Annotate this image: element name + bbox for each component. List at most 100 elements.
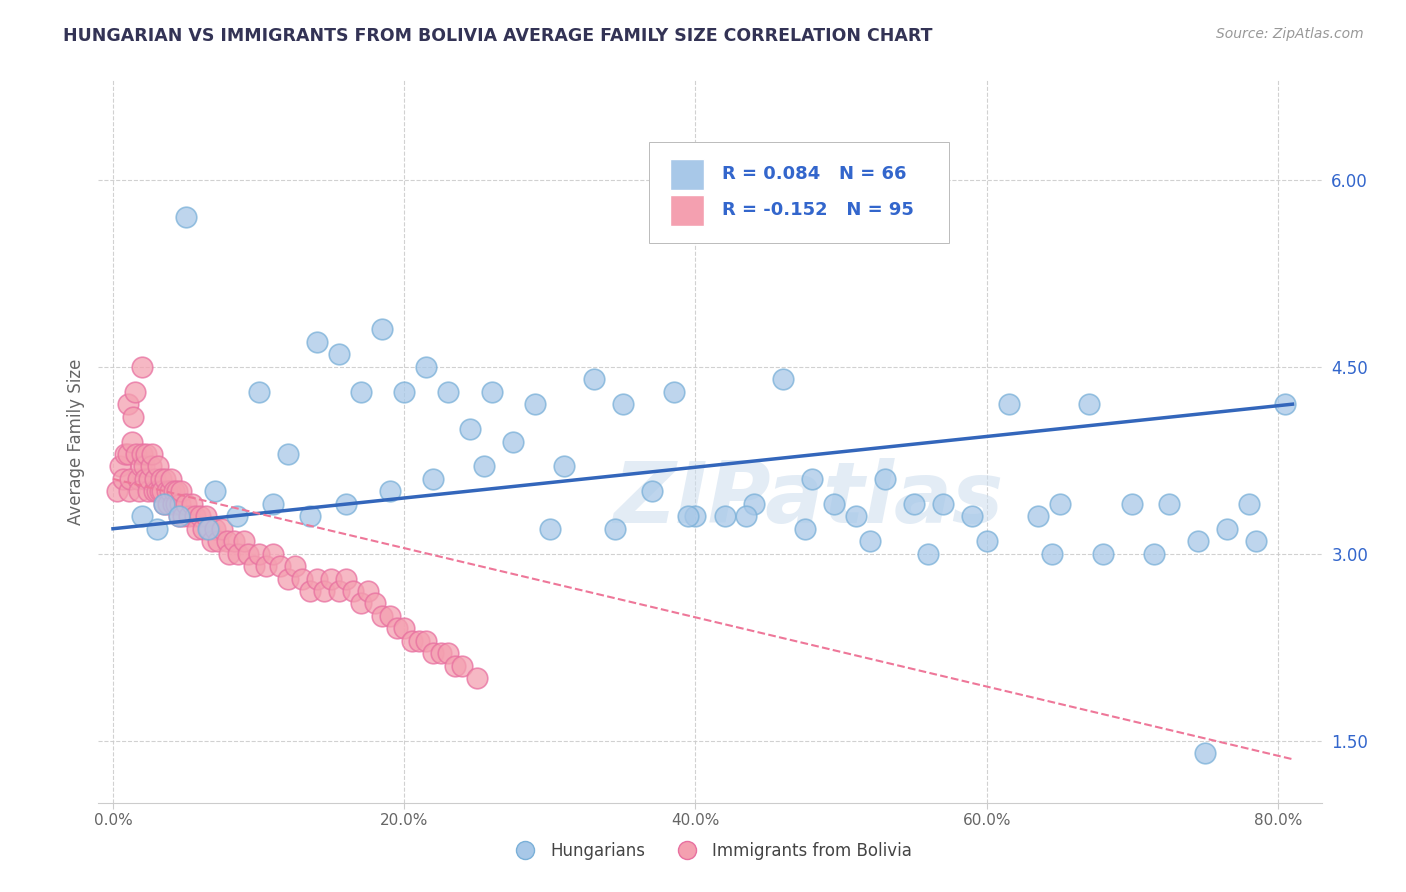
Point [291, 572, 314, 586]
Point [125, 447, 148, 461]
Point [155, 472, 177, 486]
Point [321, 572, 343, 586]
Point [378, 484, 401, 499]
Point [298, 584, 321, 599]
Point [277, 572, 299, 586]
Point [1237, 497, 1260, 511]
Point [204, 522, 226, 536]
Point [997, 397, 1019, 411]
Point [605, 522, 627, 536]
Point [305, 334, 328, 349]
Point [121, 434, 143, 449]
Point [141, 447, 163, 461]
Point [1077, 397, 1099, 411]
Point [1049, 497, 1071, 511]
Text: ZIPatlas: ZIPatlas [613, 458, 1002, 541]
Point [153, 497, 176, 511]
Point [612, 397, 634, 411]
Point [145, 484, 167, 499]
Point [131, 447, 153, 461]
Point [284, 559, 307, 574]
Point [207, 534, 229, 549]
Point [401, 633, 423, 648]
Point [524, 397, 547, 411]
Point [167, 509, 190, 524]
Point [153, 497, 176, 511]
Point [143, 472, 166, 486]
Point [437, 646, 460, 660]
Point [277, 447, 299, 461]
Point [167, 509, 190, 524]
Point [444, 658, 467, 673]
Point [305, 572, 328, 586]
Point [1244, 534, 1267, 549]
Point [1143, 547, 1166, 561]
Point [364, 597, 387, 611]
Point [149, 484, 172, 499]
Point [481, 384, 503, 399]
Y-axis label: Average Family Size: Average Family Size [66, 359, 84, 524]
Point [472, 459, 495, 474]
Point [177, 509, 200, 524]
Point [201, 534, 224, 549]
Point [142, 484, 165, 499]
Text: Source: ZipAtlas.com: Source: ZipAtlas.com [1216, 27, 1364, 41]
Point [932, 497, 955, 511]
Point [193, 522, 215, 536]
Point [385, 621, 408, 635]
Point [183, 509, 205, 524]
Point [845, 509, 868, 524]
Point [960, 509, 983, 524]
Point [174, 211, 197, 225]
Point [1092, 547, 1115, 561]
Point [314, 584, 336, 599]
Point [150, 472, 173, 486]
Point [1026, 509, 1049, 524]
Point [110, 459, 132, 474]
Point [186, 522, 208, 536]
Point [713, 509, 735, 524]
Point [174, 497, 197, 511]
Point [378, 609, 401, 624]
Point [222, 534, 245, 549]
Point [197, 522, 219, 536]
Point [903, 497, 925, 511]
Point [129, 459, 152, 474]
Point [335, 572, 357, 586]
Point [128, 484, 150, 499]
Point [349, 384, 371, 399]
Point [114, 447, 136, 461]
Text: HUNGARIAN VS IMMIGRANTS FROM BOLIVIA AVERAGE FAMILY SIZE CORRELATION CHART: HUNGARIAN VS IMMIGRANTS FROM BOLIVIA AVE… [63, 27, 932, 45]
Text: R = 0.084   N = 66: R = 0.084 N = 66 [723, 165, 907, 183]
Point [685, 509, 707, 524]
Point [215, 534, 238, 549]
Point [195, 509, 218, 524]
FancyBboxPatch shape [648, 142, 949, 243]
Point [502, 434, 524, 449]
Point [1121, 497, 1143, 511]
Point [226, 547, 249, 561]
Point [247, 384, 270, 399]
Point [243, 559, 266, 574]
Point [1040, 547, 1063, 561]
Point [163, 484, 186, 499]
Point [211, 522, 233, 536]
Point [538, 522, 561, 536]
Point [582, 372, 605, 386]
Point [262, 547, 284, 561]
Point [1187, 534, 1209, 549]
Point [408, 633, 430, 648]
Point [371, 609, 394, 624]
Point [159, 484, 181, 499]
Legend: Hungarians, Immigrants from Bolivia: Hungarians, Immigrants from Bolivia [502, 836, 918, 867]
Point [1157, 497, 1180, 511]
Point [247, 547, 270, 561]
Point [254, 559, 277, 574]
Point [1194, 746, 1216, 760]
Point [105, 484, 128, 499]
Point [262, 497, 284, 511]
Point [451, 658, 474, 673]
Point [132, 459, 155, 474]
Point [170, 484, 193, 499]
Point [135, 447, 157, 461]
